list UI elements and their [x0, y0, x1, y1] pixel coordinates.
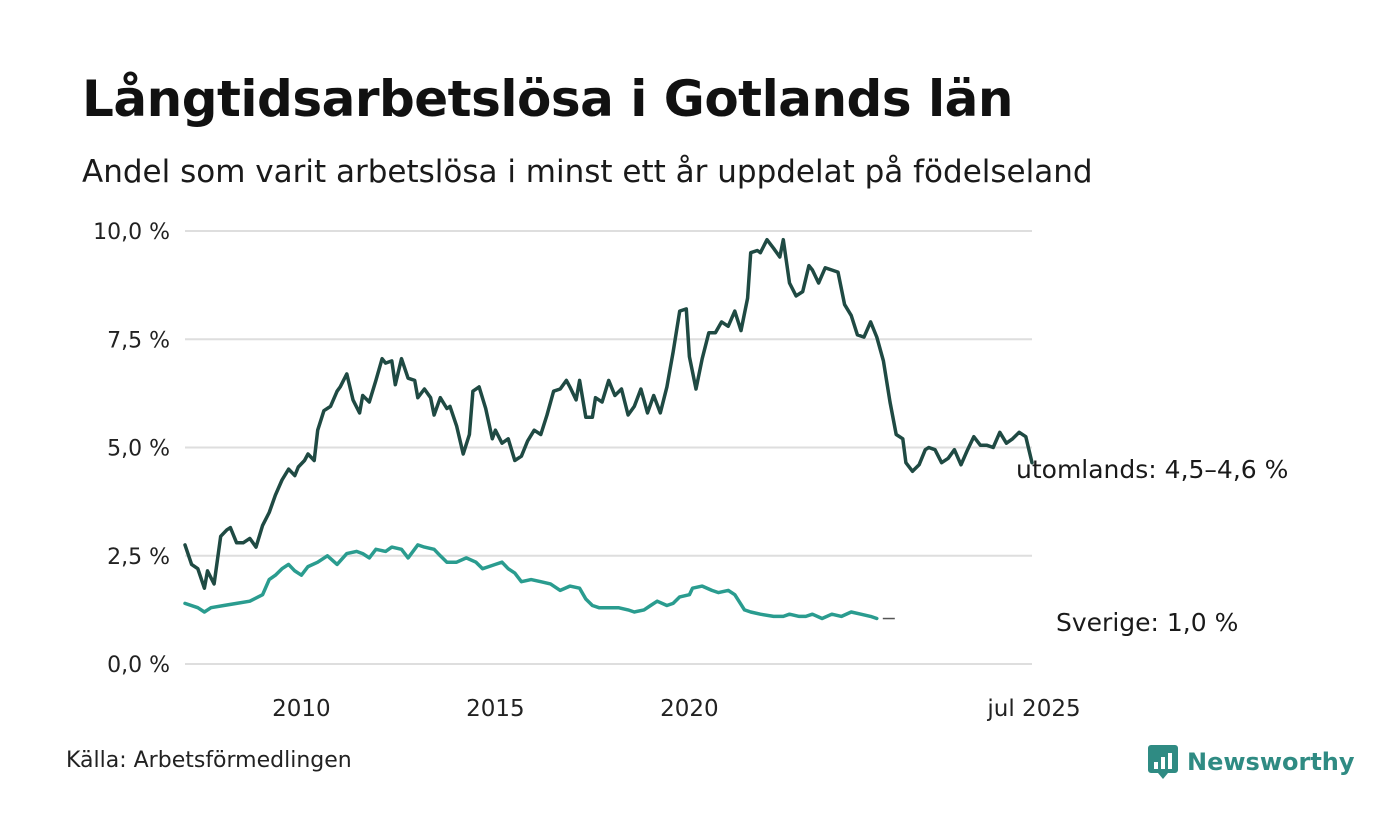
x-tick-label: 2015 [466, 696, 525, 722]
y-tick-label: 5,0 % [107, 437, 170, 462]
chart-subtitle: Andel som varit arbetslösa i minst ett å… [82, 154, 1093, 190]
brand-logo: Newsworthy [1148, 743, 1355, 781]
series-line-utomlands [183, 237, 1034, 590]
source-note: Källa: Arbetsförmedlingen [66, 748, 352, 773]
x-tick-label: jul 2025 [986, 696, 1080, 722]
end-label-utomlands: utomlands: 4,5–4,6 % [1016, 455, 1288, 484]
y-tick-label: 2,5 % [107, 545, 170, 570]
y-axis-ticks: 0,0 % 2,5 % 5,0 % 7,5 % 10,0 % [93, 220, 170, 678]
series-end-labels: utomlands: 4,5–4,6 % Sverige: 1,0 % [882, 455, 1288, 637]
end-label-sverige: Sverige: 1,0 % [1056, 608, 1238, 637]
series-lines [183, 237, 1034, 621]
grid-lines [185, 230, 1032, 665]
y-tick-label: 0,0 % [107, 653, 170, 678]
newsworthy-logo-icon [1148, 745, 1178, 779]
x-axis-ticks: 2010 2015 2020 jul 2025 [272, 696, 1080, 722]
y-tick-label: 10,0 % [93, 220, 170, 245]
series-line-sverige [183, 543, 879, 621]
x-tick-label: 2010 [272, 696, 331, 722]
y-tick-label: 7,5 % [107, 328, 170, 353]
chart-title: Långtidsarbetslösa i Gotlands län [82, 70, 1014, 128]
x-tick-label: 2020 [660, 696, 719, 722]
brand-name: Newsworthy [1187, 748, 1355, 776]
